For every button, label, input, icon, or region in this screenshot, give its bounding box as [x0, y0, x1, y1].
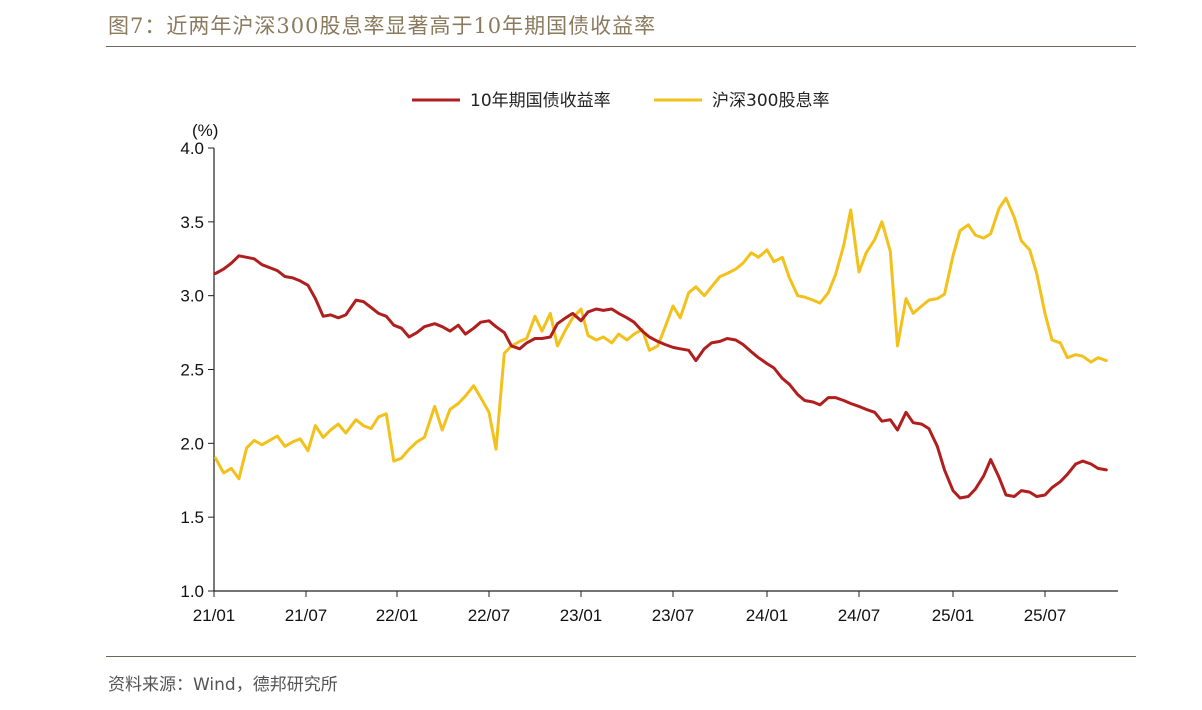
x-tick-label: 22/07	[468, 606, 511, 625]
title-rule	[106, 46, 1136, 47]
y-tick-label: 1.5	[180, 508, 204, 527]
x-tick-label: 25/07	[1024, 606, 1067, 625]
x-tick-label: 23/07	[652, 606, 695, 625]
x-tick-label: 21/01	[193, 606, 236, 625]
source-note: 资料来源：Wind，德邦研究所	[108, 675, 338, 695]
x-tick-label: 23/01	[560, 606, 603, 625]
series-line-bond-yield	[214, 254, 1108, 500]
y-tick-label: 2.5	[180, 361, 204, 380]
x-tick-label: 21/07	[285, 606, 328, 625]
x-tick-label: 24/01	[746, 606, 789, 625]
y-tick-label: 2.0	[180, 434, 204, 453]
y-tick-label: 1.0	[180, 582, 204, 601]
y-tick-label: 3.0	[180, 287, 204, 306]
chart-legend: 10年期国债收益率 沪深300股息率	[412, 91, 829, 111]
y-tick-label: 4.0	[180, 139, 204, 158]
figure-title: 图7：近两年沪深300股息率显著高于10年期国债收益率	[108, 14, 657, 38]
y-axis-unit-label: (%)	[192, 121, 218, 140]
x-tick-label: 25/01	[932, 606, 975, 625]
chart-series	[214, 196, 1108, 500]
legend-label-bond-yield: 10年期国债收益率	[470, 91, 611, 111]
y-tick-label: 3.5	[180, 213, 204, 232]
series-line-dividend-yield	[214, 196, 1108, 481]
x-tick-label: 24/07	[838, 606, 881, 625]
legend-label-dividend-yield: 沪深300股息率	[712, 91, 829, 111]
source-rule	[106, 656, 1136, 657]
chart-axes: 1.0 1.5 2.0 2.5 3.0 3.5 4.0 21/01 21/07 22/01 22/0…	[180, 139, 1118, 625]
x-tick-label: 22/01	[376, 606, 419, 625]
